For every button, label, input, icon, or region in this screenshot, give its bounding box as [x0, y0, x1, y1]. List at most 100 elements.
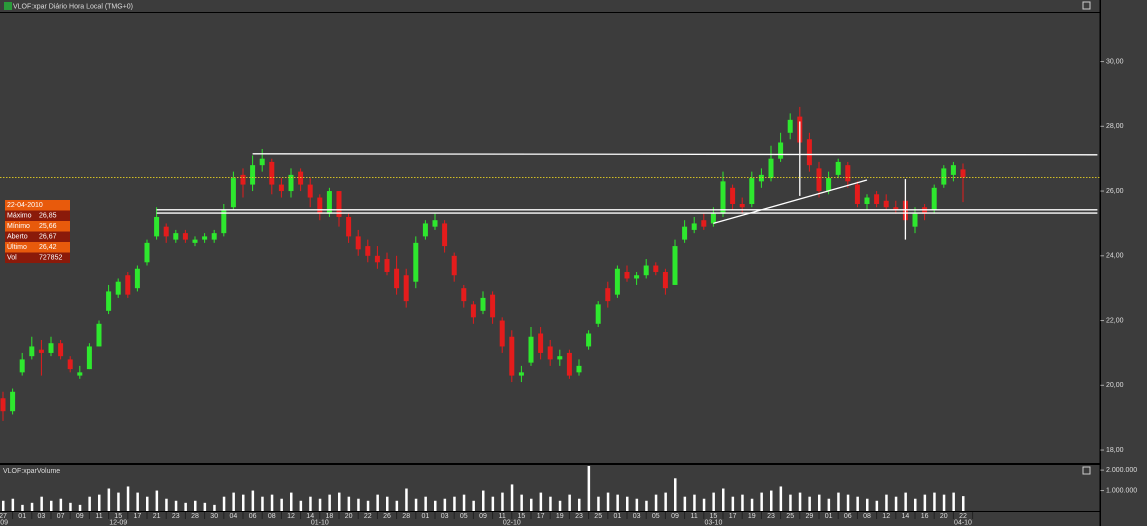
volume-bar [760, 492, 763, 511]
candle-body [38, 349, 44, 353]
x-tick-label: 08 [268, 513, 276, 520]
candle-body [605, 288, 611, 302]
volume-bar [626, 496, 629, 511]
candle-body [163, 226, 169, 237]
candle-body [240, 174, 246, 185]
candle-body [614, 268, 620, 295]
candle-body [413, 242, 419, 282]
x-tick-label: 28 [191, 513, 199, 520]
volume-bar [222, 496, 226, 511]
candle-body [298, 171, 304, 185]
candle-body [403, 275, 409, 302]
volume-bar [328, 494, 331, 511]
candle-body [893, 207, 899, 211]
volume-bar [885, 494, 888, 511]
volume-bar [866, 498, 869, 511]
volume-bar [232, 492, 235, 511]
volume-bar [107, 488, 111, 511]
month-label: 04-10 [954, 519, 972, 526]
info-row [5, 221, 70, 232]
volume-bar [770, 490, 773, 511]
maximize-button[interactable] [1082, 466, 1091, 475]
volume-bar [597, 496, 600, 511]
candle-body [701, 220, 707, 227]
x-tick-label: 05 [652, 513, 660, 520]
candle-body [394, 268, 400, 289]
x-tick-label: 01 [614, 513, 622, 520]
x-tick-label: 03 [441, 513, 449, 520]
volume-bar [645, 500, 648, 511]
volume-bar [741, 494, 744, 511]
volume-bar [309, 496, 312, 511]
candle-body [912, 213, 918, 227]
volume-bar [270, 494, 274, 511]
volume-bar [664, 492, 667, 511]
volume-bar [376, 494, 379, 511]
volume-bar [213, 504, 216, 511]
candle-body [653, 265, 659, 272]
volume-bar [558, 500, 562, 511]
x-tick-label: 23 [172, 513, 180, 520]
candle-body [768, 158, 774, 179]
month-label: 12-09 [109, 519, 127, 526]
candle-body [96, 323, 102, 347]
info-value: 26,42 [39, 244, 57, 251]
y-tick-label: 18,00 [1106, 447, 1124, 454]
candle-body [442, 223, 448, 247]
app-icon[interactable] [4, 2, 12, 10]
volume-bar [962, 496, 965, 511]
candle-body [422, 223, 428, 237]
candle-body [864, 197, 870, 205]
candle-body [950, 165, 956, 175]
volume-bar [942, 494, 946, 511]
candle-body [691, 223, 697, 230]
y-tick-label: 26,00 [1106, 188, 1124, 195]
candle-body [0, 398, 6, 412]
x-tick-label: 20 [345, 513, 353, 520]
info-box: 22-04-2010 Máximo 26,85 Mínimo 25,66 Aberto 26… [5, 200, 70, 263]
y-tick-label: 24,00 [1106, 253, 1124, 260]
candle-body [278, 184, 284, 192]
x-tick-label: 14 [306, 513, 314, 520]
volume-bar [587, 466, 591, 511]
x-tick-label: 03 [633, 513, 641, 520]
x-tick-label: 11 [95, 513, 102, 520]
candle-body [960, 169, 966, 178]
candle-body [259, 158, 265, 166]
volume-bar [491, 496, 495, 511]
info-header [5, 200, 70, 211]
x-tick-label: 09 [671, 513, 679, 520]
volume-bar [722, 488, 725, 511]
candle-body [835, 161, 841, 175]
x-tick-label: 22 [364, 513, 372, 520]
candle-body [29, 346, 35, 357]
maximize-button[interactable] [1082, 1, 1091, 10]
candle-body [173, 233, 179, 240]
volume-bar [846, 494, 850, 511]
info-label: Último [7, 242, 27, 251]
volume-bar [654, 494, 658, 511]
volume-bar [472, 500, 475, 511]
candle-body [48, 343, 54, 353]
volume-bar [779, 486, 783, 511]
candle-body [682, 226, 688, 240]
candle-body [58, 343, 64, 357]
candle-body [77, 372, 83, 376]
candle-body [778, 142, 784, 159]
info-row [5, 252, 70, 263]
volume-bar [453, 496, 456, 511]
volume-bar [146, 496, 149, 511]
info-row [5, 242, 70, 253]
volume-bar [30, 502, 34, 511]
x-tick-label: 15 [518, 513, 526, 520]
x-tick-label: 14 [902, 513, 910, 520]
candle-body [221, 210, 227, 234]
candle-body [509, 336, 515, 376]
candle-body [269, 161, 275, 185]
volume-bar [818, 494, 821, 511]
candle-body [538, 333, 544, 353]
candle-body [557, 356, 563, 360]
volume-bar [242, 494, 245, 511]
candle-body [154, 216, 160, 237]
volume-bar [443, 498, 447, 511]
